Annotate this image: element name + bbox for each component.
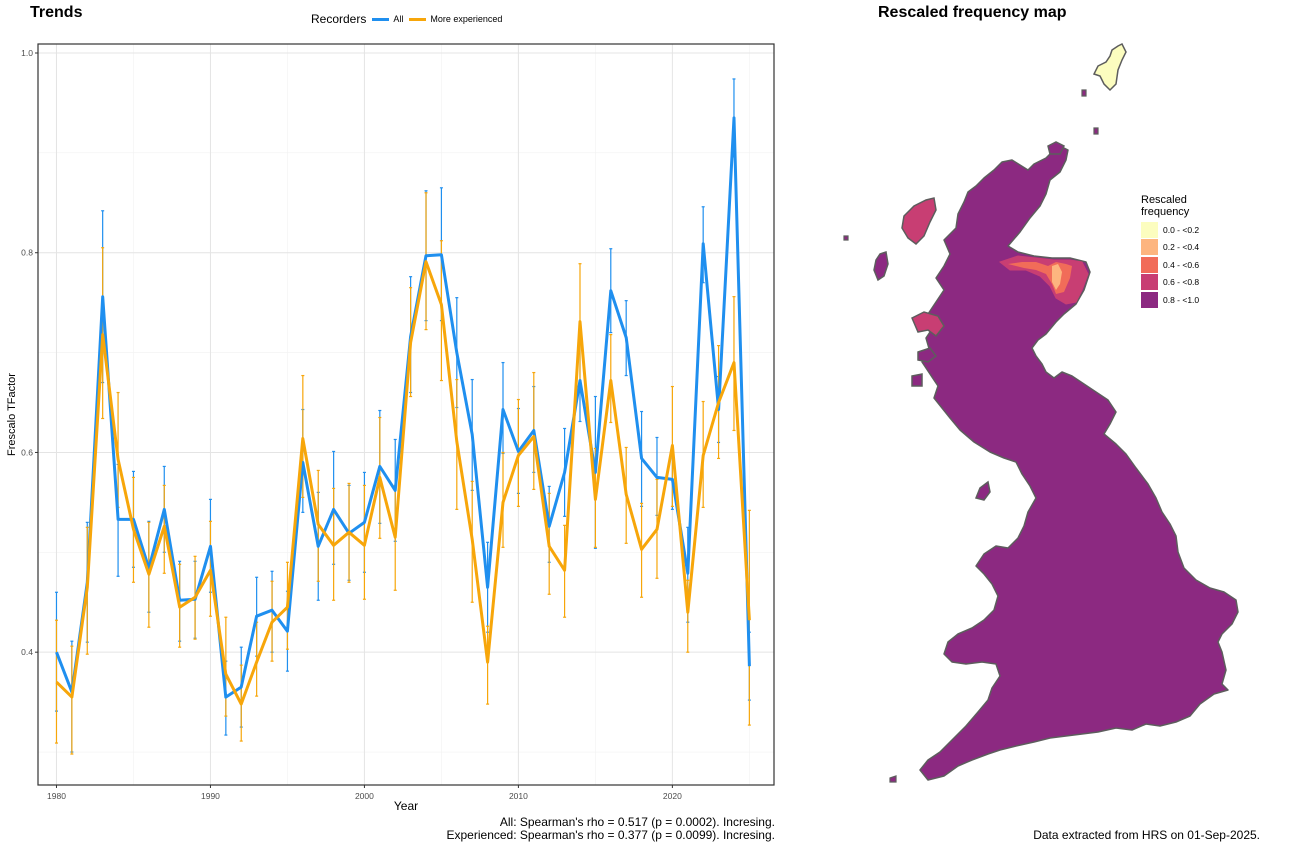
x-tick-label: 2010 — [509, 791, 528, 801]
stats-note-all: All: Spearman's rho = 0.517 (p = 0.0002)… — [499, 815, 775, 829]
map-legend-title: Rescaled frequency — [1141, 194, 1199, 218]
x-axis-title: Year — [394, 799, 418, 813]
trend-plot: 0.4 0.6 0.8 1.0 1980 1990 2000 2010 2020 Year Fres… — [6, 43, 775, 813]
x-tick-label: 1980 — [47, 791, 66, 801]
map-legend-swatch — [1141, 221, 1158, 238]
legend-label-all: All — [393, 14, 404, 24]
map-uists — [873, 251, 889, 282]
map-legend-label: 0.0 - <0.2 — [1163, 224, 1200, 235]
x-tick-label: 2000 — [355, 791, 374, 801]
map-legend-label: 0.2 - <0.4 — [1163, 242, 1200, 252]
map-low-band — [1052, 264, 1062, 290]
map-legend-item: 0.2 - <0.4 — [1141, 239, 1199, 256]
y-tick-label: 0.4 — [21, 647, 33, 657]
y-axis-title: Frescalo TFactor — [6, 373, 18, 456]
map-legend-item: 0.8 - <1.0 — [1141, 291, 1199, 308]
map-isle-of-man — [974, 480, 991, 501]
map-legend-swatch — [1141, 239, 1158, 255]
map-title: Rescaled frequency map — [878, 4, 1067, 21]
legend-key-all — [372, 17, 390, 21]
map-legend-swatch — [1141, 256, 1158, 273]
data-source-note: Data extracted from HRS on 01-Sep-2025. — [1033, 828, 1260, 842]
legend-key-more-experienced — [409, 17, 427, 21]
rescaled-frequency-map — [843, 42, 1239, 783]
legend-title: Recorders — [311, 12, 367, 26]
map-shetland — [1092, 42, 1127, 92]
map-legend-swatch — [1141, 291, 1158, 308]
x-tick-label: 1990 — [201, 791, 220, 801]
x-tick-label: 2020 — [663, 791, 682, 801]
map-legend-title-line-1: Rescaled — [1141, 194, 1187, 206]
plot-border — [37, 43, 775, 786]
map-legend-item: 0.4 - <0.6 — [1141, 256, 1199, 273]
trends-title: Trends — [30, 4, 83, 21]
recorders-legend: Recorders All More experienced — [311, 12, 502, 26]
map-islay — [911, 373, 923, 387]
y-tick-label: 0.6 — [21, 447, 33, 457]
map-legend-swatch — [1141, 274, 1158, 290]
map-orkney — [1047, 141, 1066, 155]
spearman-stats-note: All: Spearman's rho = 0.517 (p = 0.0002)… — [447, 816, 776, 842]
map-mainland-region — [919, 145, 1239, 781]
map-lewis — [901, 197, 937, 245]
map-fair-isle — [1081, 89, 1087, 97]
stats-note-experienced: Experienced: Spearman's rho = 0.377 (p =… — [446, 828, 776, 842]
map-st-kilda — [843, 235, 849, 241]
map-legend-title-line-2: frequency — [1141, 206, 1190, 218]
map-legend-item: 0.0 - <0.2 — [1141, 221, 1199, 238]
map-legend-label: 0.4 - <0.6 — [1163, 259, 1200, 270]
map-legend-label: 0.8 - <1.0 — [1163, 294, 1200, 305]
series-line — [55, 260, 751, 706]
map-scilly — [889, 775, 897, 783]
map-legend-label: 0.6 - <0.8 — [1163, 277, 1200, 287]
y-tick-label: 0.8 — [21, 248, 33, 258]
legend-label-more-experienced: More experienced — [430, 14, 503, 24]
map-legend-item: 0.6 - <0.8 — [1141, 274, 1199, 291]
map-outlying-islet — [1093, 127, 1099, 135]
series-line — [55, 116, 751, 699]
map-legend: Rescaled frequency 0.0 - <0.2 0.2 - <0.4… — [1141, 194, 1199, 309]
y-tick-label: 1.0 — [21, 48, 33, 58]
map-mull — [917, 347, 938, 363]
map-skye — [911, 311, 945, 338]
